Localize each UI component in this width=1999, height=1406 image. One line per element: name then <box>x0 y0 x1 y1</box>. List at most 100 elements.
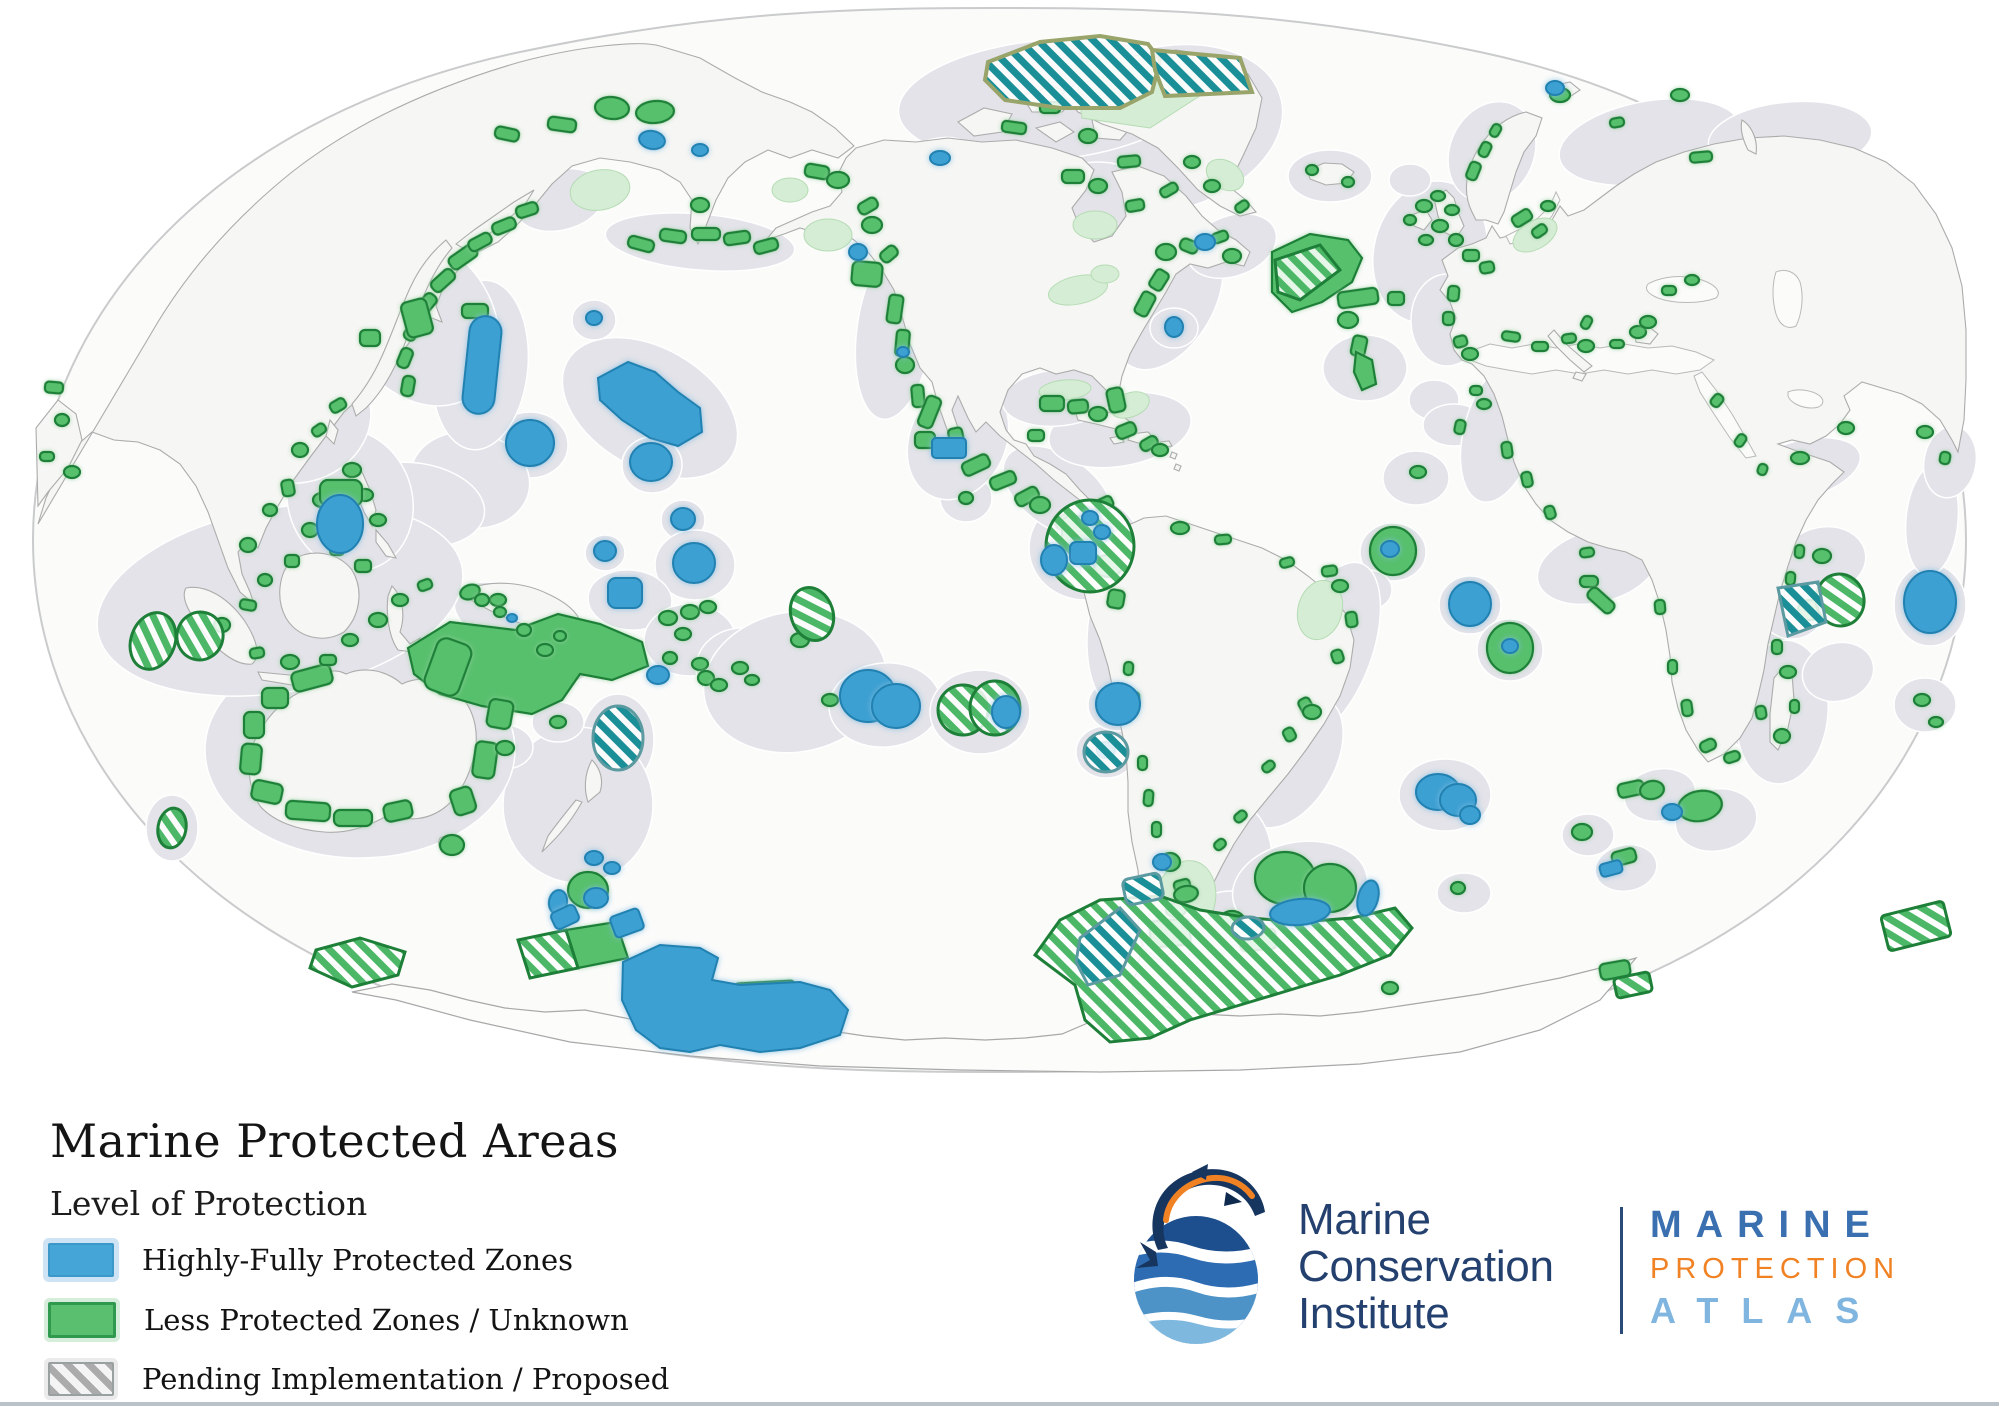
mpa-feature-g <box>626 234 656 254</box>
mpa-feature-g <box>1304 163 1320 177</box>
mpa-feature-g <box>1452 334 1469 349</box>
mpa-feature-g <box>916 394 943 430</box>
mpa-feature-g <box>1543 504 1557 521</box>
mpa-feature-g <box>261 502 279 518</box>
mpa-feature-b <box>1093 524 1111 540</box>
mpa-feature-th <box>1082 730 1130 774</box>
mpa-feature-g <box>803 162 831 181</box>
mpa-feature-g <box>1576 338 1596 354</box>
mpa-feature-b <box>596 360 704 448</box>
mpa-feature-pg <box>569 169 631 211</box>
mpa-feature-g <box>1628 324 1648 340</box>
mpa-feature-g <box>709 677 729 693</box>
mpa-feature-g <box>488 592 508 608</box>
mpa-feature-b <box>316 494 364 554</box>
mpa-feature-g <box>1124 198 1146 213</box>
mpa-feature-b <box>1069 541 1097 565</box>
land-australia <box>248 669 477 833</box>
mpa-feature-g <box>1570 822 1594 842</box>
mci-dolphin-logo <box>1134 1164 1265 1344</box>
mpa-feature-gh <box>788 586 836 642</box>
mpa-layer <box>38 33 1957 1054</box>
mpa-feature-g <box>260 686 290 710</box>
mpa-feature-g <box>53 412 71 428</box>
mpa-feature-g <box>657 609 679 627</box>
mpa-feature-g <box>1683 273 1701 287</box>
mpa-feature-g <box>552 629 568 643</box>
mpa-feature-g <box>1352 350 1378 392</box>
mpa-feature-g <box>1772 727 1792 745</box>
mpa-feature-b <box>691 143 709 157</box>
mpa-feature-g <box>1320 564 1339 578</box>
mpa-feature-g <box>1608 116 1626 129</box>
mpa-feature-g <box>514 201 540 219</box>
mpa-feature-g <box>400 297 434 339</box>
mpa-feature-g <box>1465 160 1482 182</box>
mpa-feature-g <box>1788 698 1801 715</box>
mpa-feature-g <box>290 441 310 459</box>
mpa-feature-g <box>1150 820 1163 839</box>
mpa-feature-g <box>1441 310 1456 327</box>
mpa-feature-g <box>1811 547 1833 565</box>
mpa-feature-g <box>690 226 722 242</box>
mpa-feature-g <box>661 650 679 666</box>
mpa-feature-g <box>1430 218 1450 234</box>
legend-swatch-pending <box>48 1362 114 1396</box>
mpa-feature-g <box>1927 715 1945 729</box>
mpa-feature-g <box>485 697 515 731</box>
mpa-feature-g <box>1680 698 1694 718</box>
land-borneo <box>279 552 360 639</box>
mpa-feature-gh <box>308 936 407 989</box>
mpa-feature-g <box>857 196 879 216</box>
mpa-feature-th <box>1074 905 1142 987</box>
mpa-feature-th <box>1776 580 1828 639</box>
mpa-feature-g <box>300 521 320 539</box>
mpa-feature-g <box>679 603 701 621</box>
mpa-feature-b <box>1081 510 1099 526</box>
mpa-feature-g <box>1028 495 1052 515</box>
mpa-feature-b <box>505 419 555 467</box>
mpa-feature-g <box>1478 260 1496 275</box>
mpa-feature-g <box>1386 290 1406 307</box>
mpa-feature-g <box>1754 704 1768 721</box>
mpa-feature-b <box>1269 897 1331 927</box>
mpa-feature-g <box>491 216 517 236</box>
mpa-feature-g <box>62 464 82 480</box>
mpa-feature-g <box>1698 737 1718 754</box>
mpa-feature-g <box>1169 520 1191 536</box>
mpa-feature-g <box>1150 442 1170 458</box>
mpa-feature-gh <box>1612 970 1654 1000</box>
mci-line-1: Marine <box>1298 1195 1431 1244</box>
mpa-feature-b <box>672 542 716 584</box>
mpa-feature-g <box>1344 610 1359 629</box>
mpa-feature-g <box>722 229 752 247</box>
mpa-feature-g <box>1234 199 1250 214</box>
mpa-feature-g <box>1114 421 1138 440</box>
mpa-feature-b <box>1040 544 1068 576</box>
mpa-feature-g <box>1380 980 1400 996</box>
mpa-feature-pg <box>771 177 809 203</box>
mpa-feature-b <box>1095 682 1141 726</box>
mpa-feature-g <box>284 799 332 823</box>
mpa-feature-g <box>438 833 466 857</box>
mpa-feature-g <box>1488 122 1503 139</box>
mpa-feature-g <box>1520 470 1534 489</box>
logo-dolphin <box>1136 1164 1265 1268</box>
mpa-feature-b <box>929 150 951 166</box>
mpa-feature-g <box>280 478 296 498</box>
land-north-america <box>764 137 1251 527</box>
mpa-feature-g <box>1336 286 1380 310</box>
mpa-feature-g <box>283 553 301 569</box>
mpa-feature-g <box>1122 660 1135 677</box>
mpa-feature-g <box>1770 638 1784 656</box>
mpa-feature-g <box>1500 440 1514 460</box>
mpa-feature-g <box>1278 556 1296 569</box>
mpa-feature-g <box>1402 213 1418 227</box>
mpa-feature-g <box>1261 759 1276 774</box>
mpa-feature-b <box>896 346 910 358</box>
legend-swatch-less-protected <box>48 1302 116 1338</box>
mpa-feature-g <box>256 572 274 588</box>
mpa-feature-z <box>1801 641 1875 703</box>
mpa-feature-g <box>423 637 473 697</box>
